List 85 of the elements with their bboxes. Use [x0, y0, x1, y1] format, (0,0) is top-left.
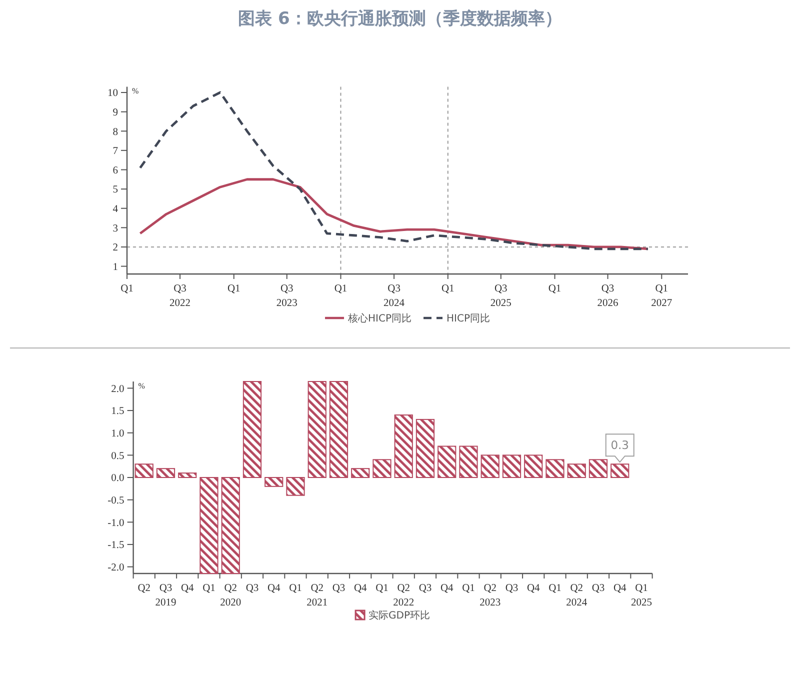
bar [524, 454, 543, 478]
x-tick-label: Q2 2023 [480, 583, 501, 608]
bar [546, 459, 564, 478]
y-tick-label: 1.0 [111, 428, 124, 440]
x-tick-label: Q1 [376, 583, 388, 594]
bar [480, 454, 500, 478]
y-tick-label: 3 [112, 223, 118, 234]
x-tick-label: Q1 2027 [651, 284, 672, 309]
x-tick-label: Q2 2022 [393, 583, 414, 608]
legend-label: 核心HICP同比 [347, 312, 412, 324]
x-tick-label: Q2 2021 [306, 583, 328, 608]
bar [567, 464, 586, 478]
x-tick-label: Q4 [354, 583, 368, 594]
legend-label: HICP同比 [446, 312, 490, 324]
y-tick-label: 0.0 [111, 473, 124, 484]
y-tick-label: 1.5 [111, 406, 124, 418]
bar [588, 459, 608, 478]
x-tick-label: Q4 [180, 583, 195, 594]
x-tick-label: Q3 2023 [276, 284, 298, 309]
x-tick-label: Q1 [289, 583, 302, 594]
x-tick-label: Q3 2026 [597, 284, 618, 309]
x-tick-label: Q4 [613, 583, 628, 594]
x-tick-label: Q1 [462, 583, 475, 594]
bar [438, 446, 456, 478]
x-tick-label: Q3 [505, 583, 518, 594]
y-tick-label: 2 [112, 242, 118, 254]
y-tick-label: -2.0 [108, 562, 124, 574]
bar [459, 446, 478, 478]
x-tick-label: Q1 [120, 284, 134, 294]
bar [286, 477, 305, 496]
x-tick-label: Q1 [227, 284, 240, 294]
x-tick-label: Q3 2024 [384, 284, 406, 309]
bar [351, 468, 370, 478]
x-tick-label: Q3 2022 [169, 284, 190, 309]
y-tick-label: -1.5 [108, 540, 124, 552]
bar [502, 454, 522, 478]
y-tick-label: 7 [112, 146, 118, 158]
y-tick-label: 8 [112, 126, 118, 138]
x-tick-label: Q2 2020 [220, 583, 242, 608]
bar [372, 459, 392, 478]
y-tick-label: 6 [112, 165, 118, 176]
y-tick-label: 2.0 [111, 384, 124, 395]
x-tick-label: Q3 [418, 583, 432, 594]
x-tick-label: Q3 [332, 583, 346, 594]
x-tick-label: Q1 [334, 284, 348, 294]
bar [221, 477, 240, 574]
x-tick-label: Q4 [440, 583, 454, 594]
line-series [138, 178, 650, 250]
x-tick-label: Q3 [246, 583, 259, 594]
bar [308, 381, 326, 478]
x-tick-label: Q1 2025 [630, 583, 652, 608]
chart-title: 图表 6：欧央行通胀预测（季度数据频率） [238, 9, 562, 29]
y-axis-title: % [132, 86, 139, 96]
y-tick-label: 0.5 [111, 450, 124, 462]
bar [178, 472, 197, 478]
data-label: 0.3 [610, 438, 630, 452]
y-tick-label: 4 [112, 204, 119, 216]
x-tick-label: Q2 2024 [566, 583, 588, 608]
y-tick-label: 5 [112, 184, 118, 196]
bar [134, 464, 154, 478]
x-tick-label: Q3 2019 [155, 583, 176, 608]
y-tick-label: 1 [112, 262, 118, 273]
y-axis-title: % [138, 382, 146, 390]
x-tick-label: Q1 [548, 583, 562, 594]
y-tick-label: -1.0 [108, 518, 124, 529]
bar [156, 468, 176, 478]
bar [242, 381, 262, 478]
x-tick-label: Q2 [138, 583, 151, 594]
x-tick-label: Q4 [526, 583, 541, 594]
x-tick-label: Q3 2025 [490, 284, 512, 309]
legend-label: 实际GDP环比 [368, 610, 430, 622]
bar [329, 381, 348, 478]
line-series [138, 91, 650, 250]
x-tick-label: Q1 [202, 583, 216, 594]
x-tick-label: Q4 [267, 583, 282, 594]
y-tick-label: 9 [112, 107, 118, 118]
x-tick-label: Q3 [592, 583, 605, 594]
bar [200, 477, 218, 574]
x-tick-label: Q1 [548, 284, 562, 294]
y-tick-label: 10 [108, 88, 118, 100]
bar [416, 418, 435, 478]
bar [394, 414, 413, 478]
bar [264, 477, 284, 487]
y-tick-label: -0.5 [108, 496, 124, 506]
x-tick-label: Q1 [441, 284, 454, 294]
